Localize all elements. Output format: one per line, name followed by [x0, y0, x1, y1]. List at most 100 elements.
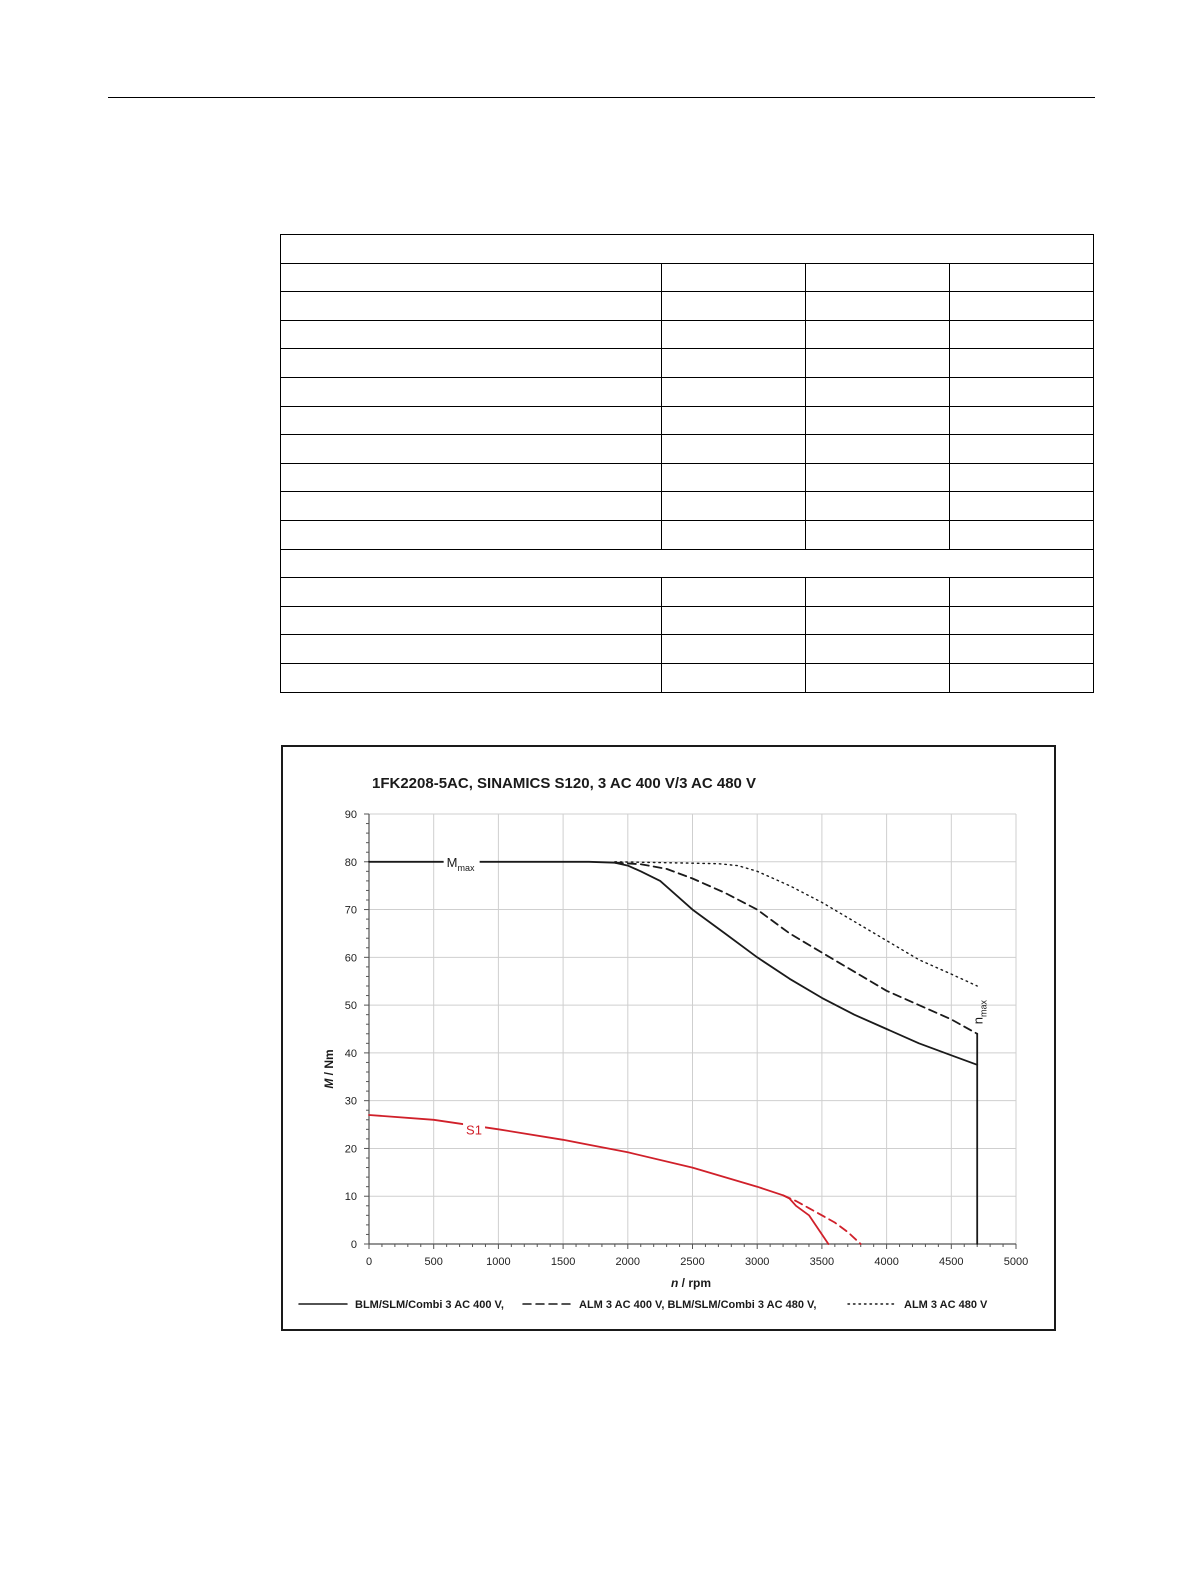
- table-cell: [280, 434, 662, 464]
- table-row: [280, 405, 1094, 436]
- y-tick-label: 20: [345, 1143, 357, 1155]
- table-cell: [949, 462, 1094, 493]
- series-mmax-solid: [368, 860, 979, 1066]
- annotation-backing: [463, 1119, 486, 1140]
- legend-label-dashed: ALM 3 AC 400 V, BLM/SLM/Combi 3 AC 480 V…: [579, 1299, 816, 1311]
- table-cell: [280, 462, 662, 493]
- table-cell: [805, 634, 950, 664]
- y-axis-label: M / Nm: [322, 1049, 336, 1088]
- chart-annotations: Mmax S1 nmax: [443, 851, 988, 1140]
- table-row: [280, 434, 1094, 464]
- table-cell: [280, 376, 662, 407]
- table-cell: [949, 577, 1094, 607]
- y-tick-label: 50: [345, 1000, 357, 1012]
- table-cell: [280, 234, 1094, 264]
- annotation-mmax: Mmax: [447, 855, 475, 873]
- table-cell: [661, 462, 806, 493]
- chart-tick-labels: 0 500 1000 1500 2000 2500 3000 3500 4000 4500 5000…: [345, 809, 1028, 1268]
- legend-label-dotted: ALM 3 AC 480 V: [904, 1299, 988, 1311]
- table-cell: [949, 348, 1094, 378]
- chart-canvas: 1FK2208-5AC, SINAMICS S120, 3 AC 400 V/3…: [298, 775, 1028, 1311]
- table-row: [280, 291, 1094, 321]
- table-cell: [949, 405, 1094, 436]
- table-cell: [805, 376, 950, 407]
- table-cell: [661, 605, 806, 636]
- series-s1-solid: [368, 1114, 830, 1245]
- series-mmax-dotted: [614, 861, 978, 987]
- annotation-nmax-sub: max: [978, 999, 988, 1017]
- table-cell: [805, 348, 950, 378]
- table-cell: [805, 605, 950, 636]
- x-tick-label: 3500: [810, 1256, 834, 1268]
- table-cell: [661, 662, 806, 693]
- table-section-row: [280, 548, 1094, 579]
- torque-speed-chart: 1FK2208-5AC, SINAMICS S120, 3 AC 400 V/3…: [281, 745, 1056, 1331]
- y-tick-label: 10: [345, 1191, 357, 1203]
- series-s1-dashed: [782, 1194, 862, 1245]
- table-cell: [280, 491, 662, 521]
- table-cell: [949, 662, 1094, 693]
- y-tick-label: 80: [345, 857, 357, 869]
- table-row: [280, 319, 1094, 350]
- specification-table: [280, 234, 1094, 693]
- table-cell: [661, 348, 806, 378]
- x-tick-label: 2000: [616, 1256, 640, 1268]
- table-cell: [949, 434, 1094, 464]
- table-cell: [805, 519, 950, 550]
- y-tick-label: 70: [345, 905, 357, 917]
- table-cell: [661, 519, 806, 550]
- table-cell: [661, 434, 806, 464]
- x-tick-label: 0: [366, 1256, 372, 1268]
- x-tick-label: 1500: [551, 1256, 575, 1268]
- table-cell: [805, 462, 950, 493]
- legend-label-solid: BLM/SLM/Combi 3 AC 400 V,: [355, 1299, 504, 1311]
- y-axis-label-unit: / Nm: [322, 1049, 336, 1078]
- x-tick-label: 4000: [874, 1256, 898, 1268]
- table-cell: [805, 662, 950, 693]
- x-tick-label: 5000: [1004, 1256, 1028, 1268]
- x-tick-label: 3000: [745, 1256, 769, 1268]
- table-cell: [280, 548, 1094, 579]
- table-cell: [805, 319, 950, 350]
- table-cell: [280, 262, 662, 293]
- y-tick-label: 30: [345, 1096, 357, 1108]
- table-cell: [661, 491, 806, 521]
- x-axis-label: n / rpm: [671, 1276, 711, 1290]
- table-cell: [661, 376, 806, 407]
- table-cell: [949, 491, 1094, 521]
- x-tick-label: 4500: [939, 1256, 963, 1268]
- table-row: [280, 662, 1094, 693]
- x-tick-label: 2500: [680, 1256, 704, 1268]
- table-cell: [661, 577, 806, 607]
- chart-series: [368, 860, 979, 1245]
- table-cell: [949, 376, 1094, 407]
- y-axis-label-var: M: [322, 1078, 336, 1089]
- table-row: [280, 605, 1094, 636]
- chart-title: 1FK2208-5AC, SINAMICS S120, 3 AC 400 V/3…: [372, 775, 756, 792]
- table-cell: [805, 491, 950, 521]
- table-cell: [280, 577, 662, 607]
- table-cell: [661, 634, 806, 664]
- table-cell: [805, 291, 950, 321]
- chart-legend: BLM/SLM/Combi 3 AC 400 V, ALM 3 AC 400 V,…: [298, 1299, 988, 1311]
- table-section-row: [280, 234, 1094, 264]
- table-cell: [949, 291, 1094, 321]
- annotation-s1-main: S1: [466, 1122, 482, 1137]
- y-tick-label: 0: [351, 1239, 357, 1251]
- table-cell: [805, 577, 950, 607]
- table-cell: [805, 405, 950, 436]
- table-cell: [949, 519, 1094, 550]
- table-cell: [949, 262, 1094, 293]
- series-mmax-dashed: [613, 861, 979, 1035]
- table-cell: [280, 348, 662, 378]
- table-row: [280, 519, 1094, 550]
- annotation-backing: [443, 851, 480, 872]
- x-axis-label-var: n: [671, 1276, 678, 1290]
- annotation-nmax-main: n: [970, 1017, 985, 1024]
- table-row: [280, 348, 1094, 378]
- table-cell: [805, 434, 950, 464]
- table-cell: [661, 291, 806, 321]
- table-cell: [661, 262, 806, 293]
- table-cell: [949, 634, 1094, 664]
- x-tick-label: 1000: [486, 1256, 510, 1268]
